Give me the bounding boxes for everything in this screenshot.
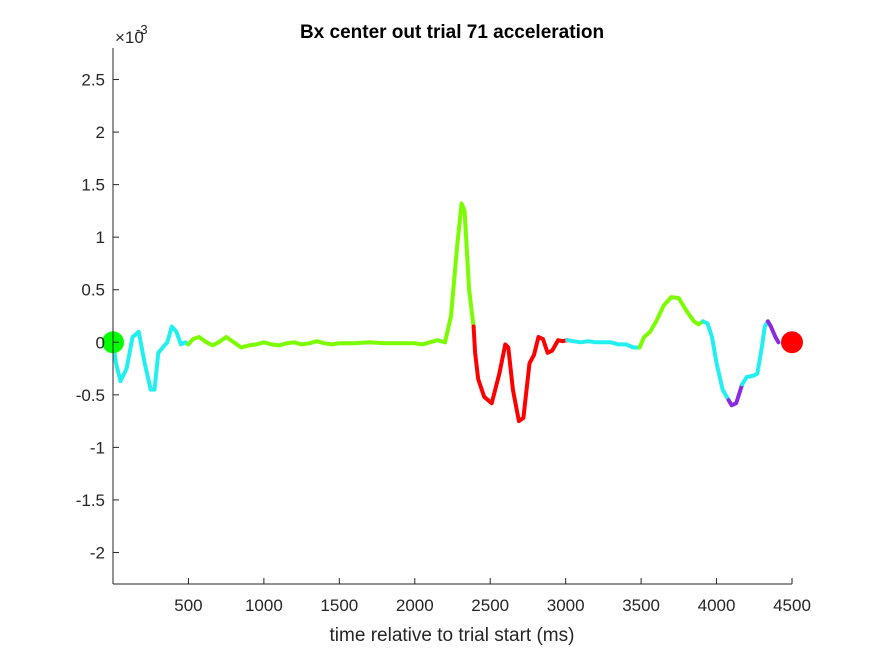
y-tick-label: 0 <box>96 333 105 352</box>
x-tick-label: 2000 <box>396 596 434 615</box>
series-segment-4-cyan <box>565 338 642 350</box>
y-tick-label: -0.5 <box>76 386 105 405</box>
axes: 500 1000 1500 2000 2500 3000 3500 4000 4500 -2 -1.… <box>76 48 811 615</box>
y-tick-label: 1.5 <box>81 176 105 195</box>
series-segment-2-green <box>186 201 476 350</box>
y-tick-label: 0.5 <box>81 281 105 300</box>
series-segment-8-cyan <box>740 319 770 387</box>
y-tick-label: 2.5 <box>81 71 105 90</box>
series-segment-1-cyan <box>111 324 191 392</box>
y-tick-label: -1 <box>90 438 105 457</box>
y-tick-label: 1 <box>96 228 105 247</box>
x-tick-label: 1500 <box>320 596 358 615</box>
chart-title: Bx center out trial 71 acceleration <box>300 22 604 43</box>
end-marker <box>781 331 803 354</box>
series-segment-3-red <box>471 324 570 424</box>
plot-area <box>102 201 803 424</box>
series-segment-9-purple <box>765 319 781 345</box>
x-tick-label: 500 <box>174 596 202 615</box>
y-multiplier-exponent: -3 <box>136 22 148 37</box>
y-multiplier: ×10 -3 <box>115 22 148 47</box>
series-segment-7-purple <box>726 382 745 408</box>
x-tick-label: 4500 <box>773 596 811 615</box>
y-tick-label: 2 <box>96 123 105 142</box>
series-segment-6-cyan <box>701 319 731 403</box>
x-axis-label: time relative to trial start (ms) <box>330 625 575 646</box>
y-tick-label: -1.5 <box>76 491 105 510</box>
x-tick-label: 4000 <box>698 596 736 615</box>
series-segment-5-green <box>637 295 705 350</box>
x-tick-label: 2500 <box>471 596 509 615</box>
x-tick-label: 3500 <box>622 596 660 615</box>
y-multiplier-base: ×10 <box>115 28 144 47</box>
x-tick-label: 3000 <box>547 596 585 615</box>
x-tick-label: 1000 <box>245 596 283 615</box>
y-tick-label: -2 <box>90 543 105 562</box>
